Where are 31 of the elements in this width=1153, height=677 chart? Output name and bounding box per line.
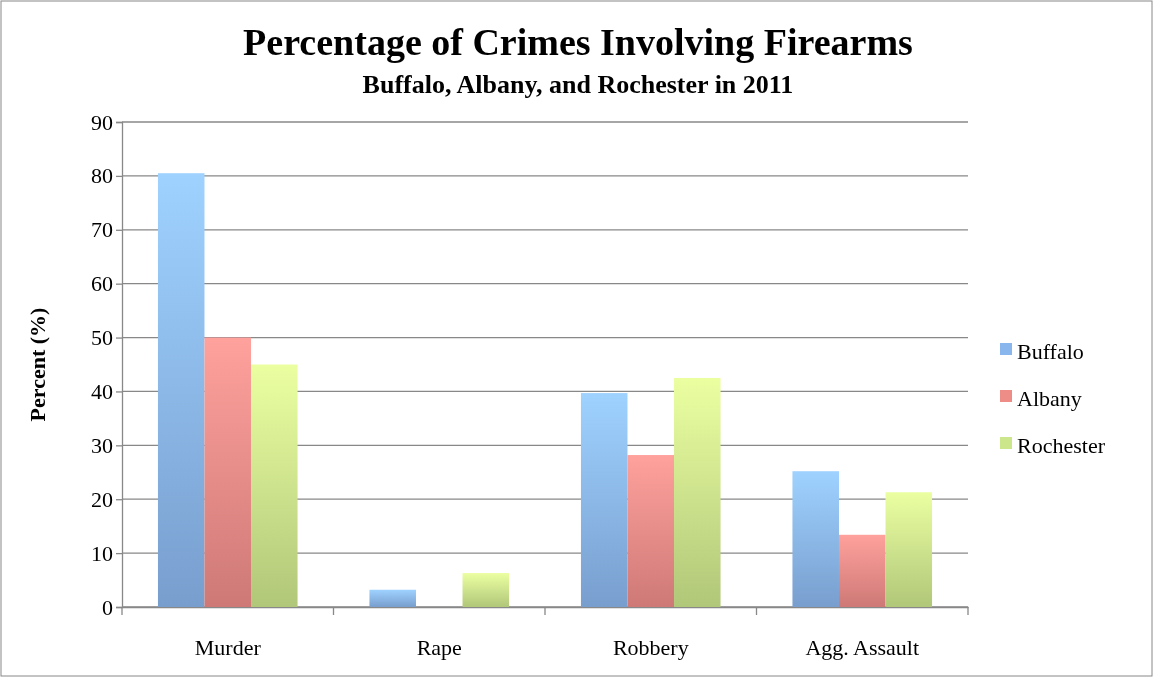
- y-axis-title: Percent (%): [25, 307, 50, 422]
- bar: [157, 173, 205, 607]
- y-tick-label: 40: [91, 378, 113, 404]
- bar: [674, 377, 721, 607]
- chart-subtitle: Buffalo, Albany, and Rochester in 2011: [362, 70, 794, 99]
- chart-title: Percentage of Crimes Involving Firearms: [243, 21, 913, 63]
- x-tick-label: Robbery: [612, 634, 689, 660]
- bar: [580, 393, 628, 607]
- legend-label: Buffalo: [1017, 339, 1084, 365]
- y-tick-label: 30: [91, 432, 113, 458]
- y-tick-label: 80: [91, 163, 113, 189]
- y-tick-label: 60: [91, 271, 113, 297]
- bar: [792, 471, 839, 607]
- x-tick-label: Agg. Assault: [805, 634, 920, 660]
- bar: [204, 337, 252, 607]
- y-tick-label: 0: [102, 594, 113, 620]
- x-tick-label: Murder: [194, 634, 262, 660]
- bar: [251, 364, 298, 607]
- y-tick-label: 10: [91, 540, 113, 566]
- bar: [369, 589, 416, 607]
- x-tick-label: Rape: [416, 634, 462, 660]
- bar: [627, 455, 675, 607]
- y-tick-label: 90: [91, 109, 113, 135]
- legend-label: Rochester: [1017, 433, 1106, 459]
- bar: [838, 534, 886, 607]
- bar: [462, 573, 510, 607]
- bar: [885, 492, 933, 607]
- y-tick-label: 70: [91, 217, 113, 243]
- legend-label: Albany: [1017, 386, 1082, 412]
- y-tick-label: 20: [91, 486, 113, 512]
- y-tick-label: 50: [91, 325, 113, 351]
